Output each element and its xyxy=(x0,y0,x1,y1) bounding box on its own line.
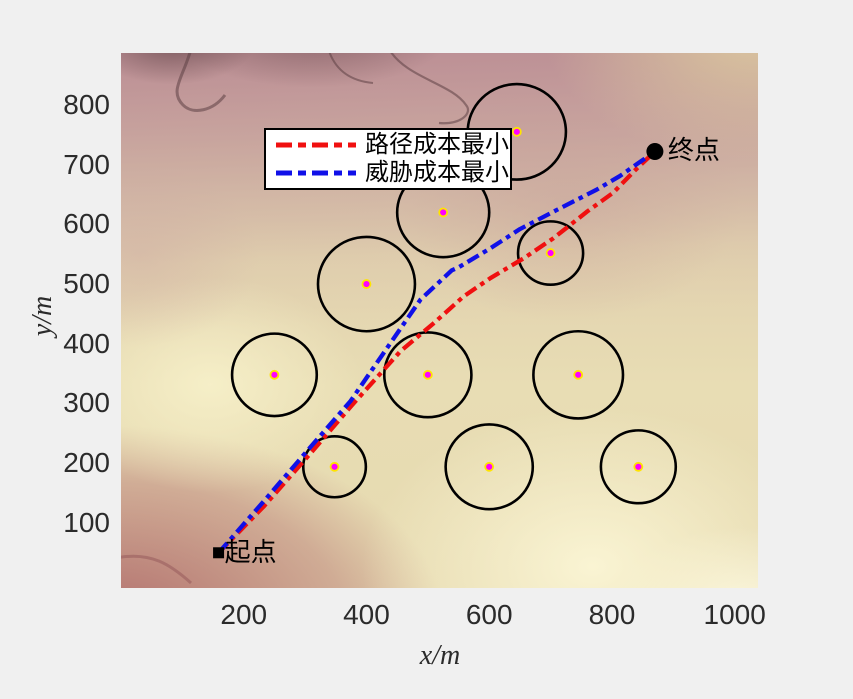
threat-center-dot xyxy=(361,279,372,289)
threat-circle xyxy=(599,429,678,505)
y-tick-label: 600 xyxy=(63,208,110,240)
start-marker xyxy=(213,547,225,559)
path-planning-chart xyxy=(121,53,678,585)
threat-circle xyxy=(532,329,625,420)
threat-center-dot xyxy=(633,461,644,472)
threat-center-dot xyxy=(511,126,522,137)
legend-label-path-cost: 路径成本最小 xyxy=(365,132,509,158)
threat-center-dot xyxy=(438,207,449,218)
threat-center-dot xyxy=(484,461,495,472)
threat-center-dot xyxy=(329,461,340,472)
legend: 路径成本最小 威胁成本最小 xyxy=(264,128,512,190)
threat-circle xyxy=(316,235,417,333)
y-tick-label: 400 xyxy=(63,327,110,359)
threat-circle xyxy=(301,435,368,499)
x-tick-label: 600 xyxy=(465,599,513,630)
threat-center-dot xyxy=(269,369,280,380)
threat-center-dot xyxy=(545,248,556,258)
start-point-label: 起点 xyxy=(224,537,277,567)
threat-circle xyxy=(382,331,473,419)
threat-center-dot xyxy=(573,369,584,380)
y-tick-label: 700 xyxy=(63,148,110,180)
x-tick-label: 800 xyxy=(588,599,636,630)
legend-item-threat-cost: 威胁成本最小 xyxy=(266,160,510,186)
x-tick-label: 1000 xyxy=(703,599,766,630)
threat-circle xyxy=(444,423,535,511)
legend-label-threat-cost: 威胁成本最小 xyxy=(365,160,509,186)
threat-center-dot xyxy=(422,369,433,380)
y-tick-label: 100 xyxy=(63,506,110,538)
x-tick-label: 200 xyxy=(220,599,268,630)
y-tick-label: 500 xyxy=(63,268,110,300)
end-marker xyxy=(646,143,664,161)
path-min-threat-cost xyxy=(216,149,657,555)
plot-area: 路径成本最小 威胁成本最小 xyxy=(121,53,758,588)
legend-line-red xyxy=(276,142,356,148)
x-tick-label: 400 xyxy=(343,599,390,630)
legend-item-path-cost: 路径成本最小 xyxy=(266,132,510,158)
x-axis-label: x/m xyxy=(419,640,461,671)
y-tick-label: 200 xyxy=(63,447,110,479)
y-tick-label: 300 xyxy=(63,387,110,419)
path-min-path-cost xyxy=(217,149,657,555)
threat-circle xyxy=(516,220,585,286)
y-tick-label: 800 xyxy=(63,88,110,120)
terrain-ridge-lines xyxy=(121,53,469,585)
end-point-label: 终点 xyxy=(667,135,720,165)
threat-circle xyxy=(230,332,319,418)
legend-line-blue xyxy=(276,170,356,176)
